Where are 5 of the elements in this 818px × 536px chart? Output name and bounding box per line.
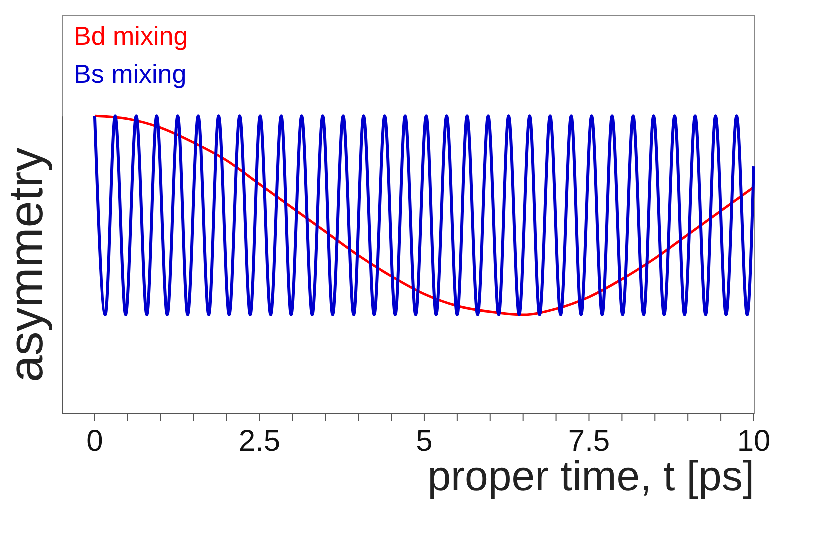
text: Bd mixing	[74, 21, 188, 51]
x-tick-label: 0	[86, 425, 104, 458]
series-label: Bs mixing	[74, 59, 187, 89]
x-tick-label: 2.5	[238, 425, 281, 458]
y-axis-title: asymmetry	[0, 148, 54, 382]
